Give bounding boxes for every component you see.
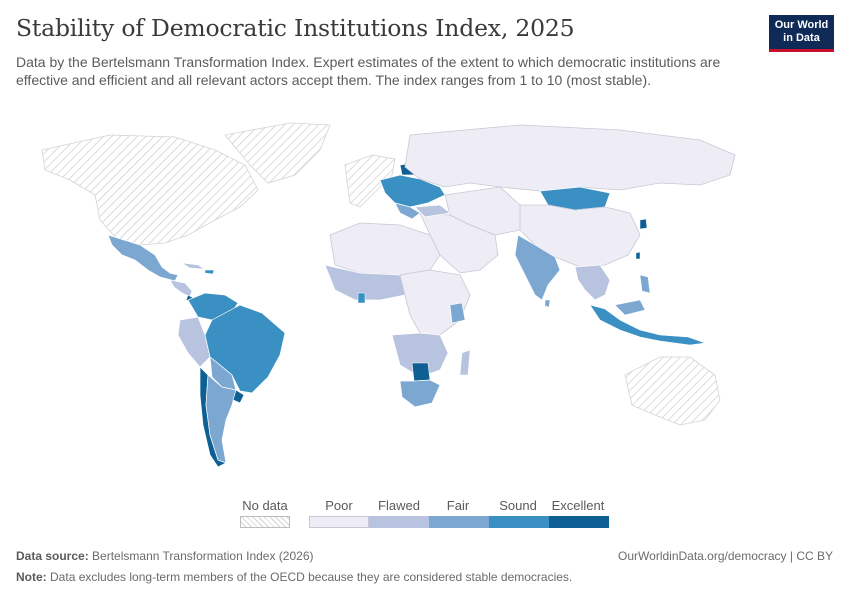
country-southern-africa[interactable] xyxy=(391,332,449,378)
australia-no-data[interactable] xyxy=(624,356,721,426)
country-dominican-republic[interactable] xyxy=(204,269,215,275)
legend-box-excellent[interactable] xyxy=(549,516,609,528)
country-uruguay[interactable] xyxy=(232,389,245,404)
country-turkey[interactable] xyxy=(414,204,451,218)
chart-title: Stability of Democratic Institutions Ind… xyxy=(16,14,575,42)
legend-box-flawed[interactable] xyxy=(369,516,429,528)
country-indonesia[interactable] xyxy=(589,304,706,346)
north-america-no-data[interactable] xyxy=(41,134,259,246)
logo-line-2: in Data xyxy=(783,32,820,44)
owid-logo[interactable]: Our World in Data xyxy=(769,15,834,52)
country-west-africa[interactable] xyxy=(324,264,406,301)
note-text: Data excludes long-term members of the O… xyxy=(50,570,573,584)
note-label: Note: xyxy=(16,570,47,584)
country-madagascar[interactable] xyxy=(459,349,471,376)
country-philippines[interactable] xyxy=(639,274,651,294)
legend-box-sound[interactable] xyxy=(489,516,549,528)
legend-label-fair: Fair xyxy=(446,498,470,513)
legend-label-poor: Poor xyxy=(325,498,353,513)
country-argentina[interactable] xyxy=(205,374,237,464)
legend-label-excellent: Excellent xyxy=(551,498,605,513)
country-balkans[interactable] xyxy=(394,202,421,220)
country-sri-lanka[interactable] xyxy=(544,299,551,308)
country-ecuador-peru[interactable] xyxy=(177,316,211,368)
legend-box-no-data[interactable] xyxy=(240,516,290,528)
country-india[interactable] xyxy=(514,234,561,301)
world-map[interactable] xyxy=(0,95,850,490)
legend-label-flawed: Flawed xyxy=(378,498,420,513)
footer-source: Data source: Bertelsmann Transformation … xyxy=(16,549,314,563)
source-label: Data source: xyxy=(16,549,89,563)
country-kenya[interactable] xyxy=(449,302,466,324)
country-southeast-asia-mainland[interactable] xyxy=(574,264,611,301)
country-eastern-europe[interactable] xyxy=(379,174,446,208)
footer-url[interactable]: OurWorldinData.org/democracy | CC BY xyxy=(618,549,833,563)
legend: No data Poor Flawed Fair Sound Excellent xyxy=(0,496,850,536)
country-russia[interactable] xyxy=(404,124,736,192)
country-botswana[interactable] xyxy=(411,362,431,382)
country-central-africa[interactable] xyxy=(399,269,471,336)
country-central-america[interactable] xyxy=(169,279,193,298)
country-south-korea[interactable] xyxy=(639,218,648,230)
footer-note: Note: Data excludes long-term members of… xyxy=(16,570,572,584)
chart-subtitle: Data by the Bertelsmann Transformation I… xyxy=(16,54,721,88)
country-south-africa[interactable] xyxy=(399,379,441,408)
legend-label-sound: Sound xyxy=(499,498,537,513)
country-north-africa[interactable] xyxy=(329,222,441,276)
country-taiwan[interactable] xyxy=(635,251,641,260)
country-ghana[interactable] xyxy=(357,292,366,304)
greenland-no-data[interactable] xyxy=(224,122,331,184)
country-cuba[interactable] xyxy=(181,262,205,270)
legend-box-fair[interactable] xyxy=(429,516,489,528)
source-text[interactable]: Bertelsmann Transformation Index (2026) xyxy=(92,549,314,563)
legend-box-poor[interactable] xyxy=(309,516,369,528)
country-malaysia[interactable] xyxy=(614,299,646,316)
europe-western-oecd-no-data[interactable] xyxy=(344,154,396,208)
logo-line-1: Our World xyxy=(774,19,829,31)
legend-label-no-data: No data xyxy=(242,498,288,513)
